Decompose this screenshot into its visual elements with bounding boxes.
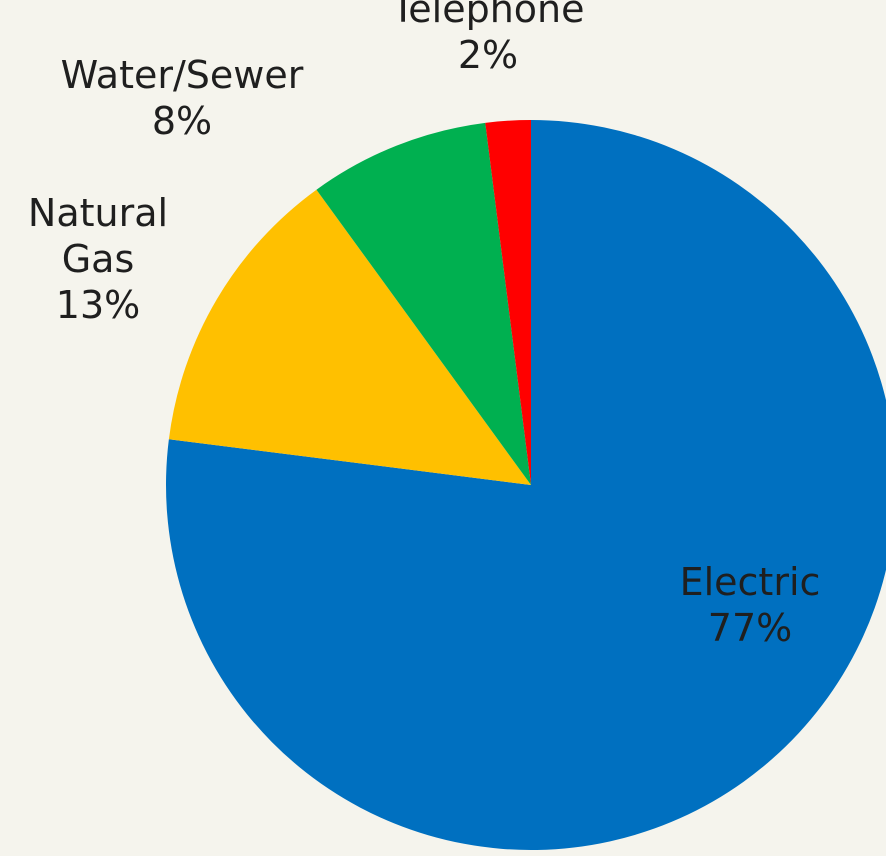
data-label-line: Gas [62, 237, 135, 281]
data-label-line: 13% [56, 283, 140, 327]
pie-slice-natural-gas [168, 189, 531, 485]
data-label-water-sewer: Water/Sewer 8% [61, 53, 304, 143]
data-label-line: 77% [708, 606, 792, 650]
data-label-line: Electric [680, 560, 821, 604]
pie-slice-telephone [485, 120, 531, 485]
data-label-telephone: Telephone 2% [391, 0, 585, 77]
data-label-line: 2% [458, 33, 518, 77]
data-label-natural-gas: Natural Gas 13% [28, 191, 168, 327]
pie-slice-water-sewer [316, 122, 531, 485]
data-label-line: Telephone [391, 0, 585, 31]
pie-slices [166, 120, 886, 850]
data-label-line: Natural [28, 191, 168, 235]
data-label-electric: Electric 77% [680, 560, 821, 650]
pie-slice-electric [166, 120, 886, 850]
data-label-line: Water/Sewer [61, 53, 304, 97]
data-label-line: 8% [152, 99, 212, 143]
pie-labels: Electric 77% Natural Gas 13% Water/Sewer 8% Tel… [28, 0, 820, 650]
